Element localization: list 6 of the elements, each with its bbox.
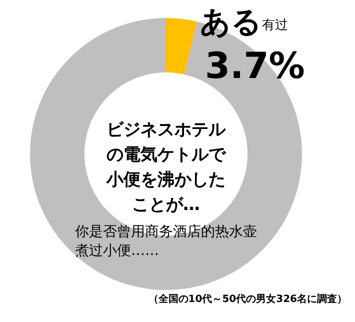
text: ビジネスホテルの電気ケトルで小便を沸かしたことが… [105, 119, 228, 217]
slice-label: ある [200, 4, 262, 42]
text: 你是否曾用商务酒店的热水壶煮过小便…… [75, 223, 258, 261]
text: （全国の10代～50代の男女326名に調査） [148, 292, 347, 306]
data-label: 3.7% [205, 46, 305, 87]
text: 有过 [262, 17, 288, 34]
